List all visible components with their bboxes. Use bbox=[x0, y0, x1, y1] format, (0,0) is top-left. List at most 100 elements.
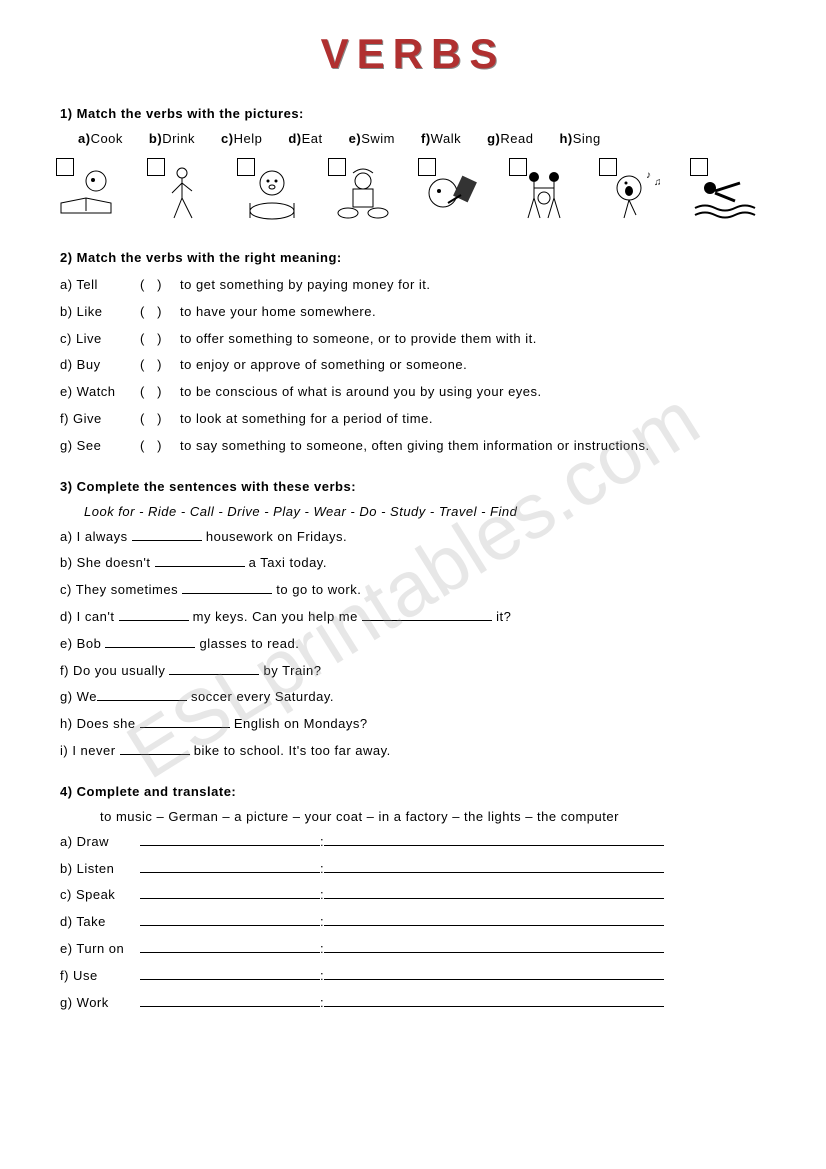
q2-answer-paren[interactable]: ( ) bbox=[140, 436, 180, 457]
q2-item: b) Like( ) to have your home somewhere. bbox=[60, 302, 766, 323]
q3-item: e) Bob glasses to read. bbox=[60, 634, 766, 655]
q2-word: a) Tell bbox=[60, 275, 140, 296]
q1-opt: f)Walk bbox=[421, 131, 461, 146]
q3-wordbank: Look for - Ride - Call - Drive - Play - … bbox=[84, 504, 766, 519]
blank[interactable] bbox=[324, 952, 664, 953]
blank[interactable] bbox=[169, 674, 259, 675]
blank[interactable] bbox=[97, 700, 187, 701]
blank[interactable] bbox=[140, 727, 230, 728]
q2-def: to say something to someone, often givin… bbox=[180, 436, 650, 457]
answer-box[interactable] bbox=[690, 158, 708, 176]
blank[interactable] bbox=[132, 540, 202, 541]
q1-title: 1) Match the verbs with the pictures: bbox=[60, 106, 766, 121]
q3-item: h) Does she English on Mondays? bbox=[60, 714, 766, 735]
q1-options: a)Cook b)Drink c)Help d)Eat e)Swim f)Wal… bbox=[78, 131, 766, 146]
blank[interactable] bbox=[324, 979, 664, 980]
pic-sing: ♪♫ bbox=[593, 158, 676, 228]
q4-word: a) Draw bbox=[60, 832, 140, 853]
section-q4: 4) Complete and translate: to music – Ge… bbox=[60, 784, 766, 1014]
q3-item: f) Do you usually by Train? bbox=[60, 661, 766, 682]
q2-item: f) Give( ) to look at something for a pe… bbox=[60, 409, 766, 430]
blank[interactable] bbox=[324, 872, 664, 873]
q4-word: c) Speak bbox=[60, 885, 140, 906]
svg-text:♫: ♫ bbox=[654, 177, 662, 188]
q2-answer-paren[interactable]: ( ) bbox=[140, 302, 180, 323]
pic-swim bbox=[684, 158, 767, 228]
q4-word: f) Use bbox=[60, 966, 140, 987]
blank[interactable] bbox=[324, 845, 664, 846]
answer-box[interactable] bbox=[328, 158, 346, 176]
q2-def: to be conscious of what is around you by… bbox=[180, 382, 542, 403]
q3-item: i) I never bike to school. It's too far … bbox=[60, 741, 766, 762]
blank[interactable] bbox=[140, 872, 320, 873]
q3-title: 3) Complete the sentences with these ver… bbox=[60, 479, 766, 494]
q2-word: b) Like bbox=[60, 302, 140, 323]
section-q1: 1) Match the verbs with the pictures: a)… bbox=[60, 106, 766, 228]
blank[interactable] bbox=[105, 647, 195, 648]
q2-answer-paren[interactable]: ( ) bbox=[140, 329, 180, 350]
blank[interactable] bbox=[140, 845, 320, 846]
blank[interactable] bbox=[140, 952, 320, 953]
blank[interactable] bbox=[182, 593, 272, 594]
q2-def: to offer something to someone, or to pro… bbox=[180, 329, 537, 350]
q1-opt: g)Read bbox=[487, 131, 533, 146]
pic-eat bbox=[231, 158, 314, 228]
q3-item: b) She doesn't a Taxi today. bbox=[60, 553, 766, 574]
blank[interactable] bbox=[155, 566, 245, 567]
page-title: VERBS bbox=[60, 30, 766, 78]
q1-pictures: ♪♫ bbox=[50, 158, 766, 228]
q2-answer-paren[interactable]: ( ) bbox=[140, 382, 180, 403]
pic-read bbox=[50, 158, 133, 228]
pic-drink bbox=[412, 158, 495, 228]
q4-item: c) Speak: bbox=[60, 885, 766, 906]
q2-item: c) Live( ) to offer something to someone… bbox=[60, 329, 766, 350]
q1-opt: h)Sing bbox=[559, 131, 600, 146]
answer-box[interactable] bbox=[56, 158, 74, 176]
blank[interactable] bbox=[140, 925, 320, 926]
q2-answer-paren[interactable]: ( ) bbox=[140, 275, 180, 296]
blank[interactable] bbox=[120, 754, 190, 755]
q4-item: b) Listen: bbox=[60, 859, 766, 880]
answer-box[interactable] bbox=[418, 158, 436, 176]
q2-answer-paren[interactable]: ( ) bbox=[140, 409, 180, 430]
q2-def: to get something by paying money for it. bbox=[180, 275, 431, 296]
answer-box[interactable] bbox=[147, 158, 165, 176]
blank[interactable] bbox=[140, 1006, 320, 1007]
q4-word: g) Work bbox=[60, 993, 140, 1014]
q4-item: a) Draw: bbox=[60, 832, 766, 853]
answer-box[interactable] bbox=[509, 158, 527, 176]
blank[interactable] bbox=[362, 620, 492, 621]
q4-wordbank: to music – German – a picture – your coa… bbox=[100, 809, 766, 824]
blank[interactable] bbox=[324, 1006, 664, 1007]
q4-item: g) Work: bbox=[60, 993, 766, 1014]
answer-box[interactable] bbox=[599, 158, 617, 176]
pic-cook bbox=[322, 158, 405, 228]
q2-answer-paren[interactable]: ( ) bbox=[140, 355, 180, 376]
q1-opt: e)Swim bbox=[349, 131, 395, 146]
pic-help bbox=[503, 158, 586, 228]
q2-word: d) Buy bbox=[60, 355, 140, 376]
q2-item: g) See( ) to say something to someone, o… bbox=[60, 436, 766, 457]
q3-item: c) They sometimes to go to work. bbox=[60, 580, 766, 601]
q1-opt: c)Help bbox=[221, 131, 262, 146]
pic-walk bbox=[141, 158, 224, 228]
q2-word: e) Watch bbox=[60, 382, 140, 403]
q1-opt: a)Cook bbox=[78, 131, 123, 146]
q2-word: g) See bbox=[60, 436, 140, 457]
blank[interactable] bbox=[140, 898, 320, 899]
blank[interactable] bbox=[119, 620, 189, 621]
blank[interactable] bbox=[140, 979, 320, 980]
q2-item: e) Watch( ) to be conscious of what is a… bbox=[60, 382, 766, 403]
q4-item: e) Turn on: bbox=[60, 939, 766, 960]
section-q3: 3) Complete the sentences with these ver… bbox=[60, 479, 766, 762]
blank[interactable] bbox=[324, 898, 664, 899]
blank[interactable] bbox=[324, 925, 664, 926]
q4-word: b) Listen bbox=[60, 859, 140, 880]
q2-def: to enjoy or approve of something or some… bbox=[180, 355, 467, 376]
q4-item: f) Use: bbox=[60, 966, 766, 987]
answer-box[interactable] bbox=[237, 158, 255, 176]
q2-def: to look at something for a period of tim… bbox=[180, 409, 433, 430]
q2-item: d) Buy( ) to enjoy or approve of somethi… bbox=[60, 355, 766, 376]
svg-text:♪: ♪ bbox=[646, 170, 652, 181]
q3-item: d) I can't my keys. Can you help me it? bbox=[60, 607, 766, 628]
